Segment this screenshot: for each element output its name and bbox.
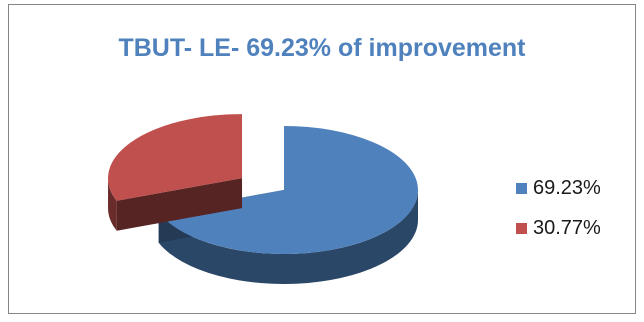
legend-item-blue: 69.23% — [516, 168, 601, 208]
legend-label-red: 30.77% — [533, 216, 601, 239]
legend-label-blue: 69.23% — [533, 176, 601, 199]
pie-slice-top — [108, 114, 243, 201]
pie-slice-top — [158, 126, 418, 255]
pie-slice-wall — [108, 178, 117, 231]
pie-slice-red — [108, 114, 243, 231]
chart-title: TBUT- LE- 69.23% of improvement — [118, 34, 526, 62]
legend-item-red: 30.77% — [516, 208, 601, 248]
chart-legend: 69.23% 30.77% — [516, 168, 601, 248]
legend-swatch-red — [516, 222, 527, 234]
pie-slice-cut-face — [116, 178, 243, 231]
pie-slice-blue — [158, 126, 418, 284]
legend-swatch-blue — [516, 182, 527, 194]
pie-slice-wall — [158, 190, 418, 284]
